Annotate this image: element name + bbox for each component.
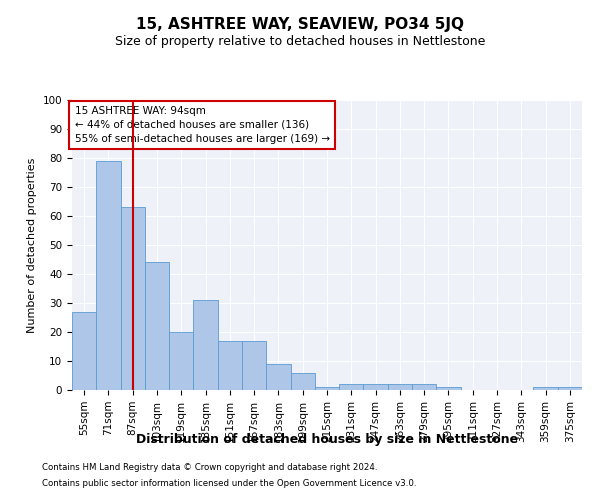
Bar xyxy=(388,384,412,390)
Bar xyxy=(412,384,436,390)
Bar xyxy=(145,262,169,390)
Bar xyxy=(242,340,266,390)
Text: 15, ASHTREE WAY, SEAVIEW, PO34 5JQ: 15, ASHTREE WAY, SEAVIEW, PO34 5JQ xyxy=(136,18,464,32)
Text: 15 ASHTREE WAY: 94sqm
← 44% of detached houses are smaller (136)
55% of semi-det: 15 ASHTREE WAY: 94sqm ← 44% of detached … xyxy=(74,106,329,144)
Bar xyxy=(290,372,315,390)
Bar xyxy=(436,387,461,390)
Bar xyxy=(364,384,388,390)
Bar xyxy=(193,300,218,390)
Bar xyxy=(96,161,121,390)
Bar xyxy=(121,208,145,390)
Text: Distribution of detached houses by size in Nettlestone: Distribution of detached houses by size … xyxy=(136,432,518,446)
Bar xyxy=(558,387,582,390)
Text: Contains public sector information licensed under the Open Government Licence v3: Contains public sector information licen… xyxy=(42,478,416,488)
Bar xyxy=(72,312,96,390)
Bar xyxy=(169,332,193,390)
Y-axis label: Number of detached properties: Number of detached properties xyxy=(27,158,37,332)
Bar xyxy=(533,387,558,390)
Bar xyxy=(218,340,242,390)
Bar xyxy=(315,387,339,390)
Bar xyxy=(339,384,364,390)
Bar xyxy=(266,364,290,390)
Text: Size of property relative to detached houses in Nettlestone: Size of property relative to detached ho… xyxy=(115,35,485,48)
Text: Contains HM Land Registry data © Crown copyright and database right 2024.: Contains HM Land Registry data © Crown c… xyxy=(42,464,377,472)
